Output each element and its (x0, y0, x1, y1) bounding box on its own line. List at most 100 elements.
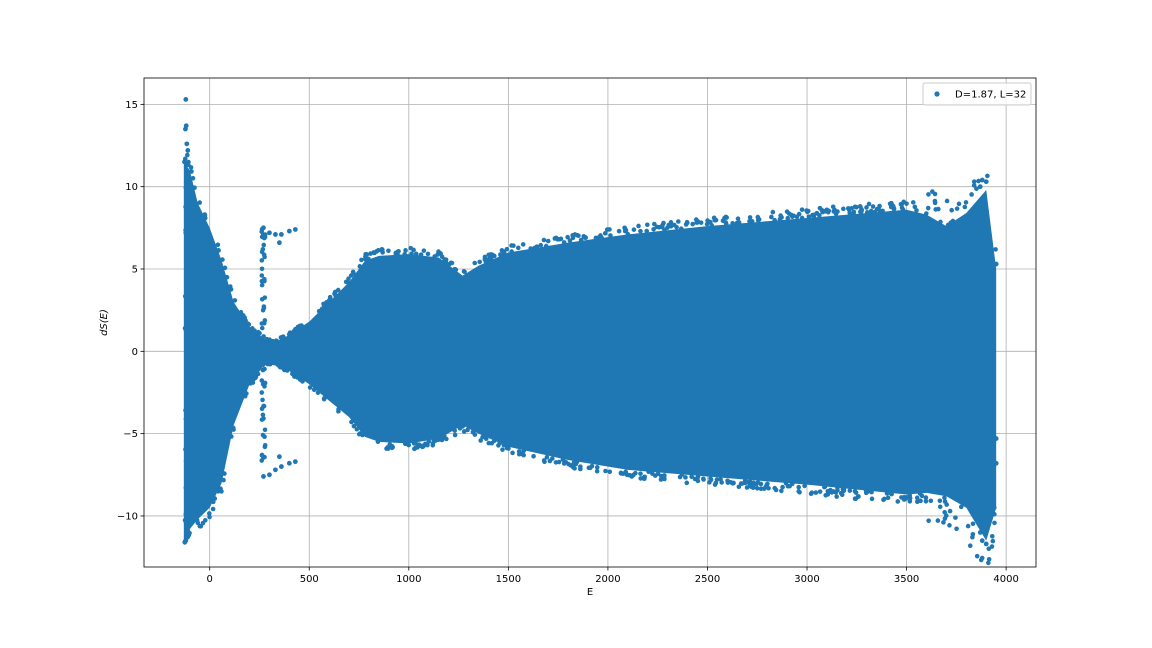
scatter-point (183, 416, 189, 422)
scatter-point (712, 217, 718, 223)
scatter-point (784, 209, 790, 214)
scatter-point (770, 209, 776, 215)
scatter-point (500, 447, 505, 452)
scatter-point (761, 486, 767, 491)
scatter-point (425, 251, 431, 257)
scatter-point (693, 217, 699, 222)
scatter-point (938, 219, 943, 225)
scatter-point (805, 208, 811, 214)
scatter-point (779, 488, 784, 494)
scatter-point (259, 266, 265, 272)
scatter-point (335, 287, 341, 293)
x-tick-label: 2000 (595, 574, 620, 585)
scatter-point (881, 497, 886, 503)
scatter-point (186, 347, 191, 352)
scatter-point (229, 434, 234, 439)
scatter-point (565, 234, 570, 240)
y-tick-label: −5 (123, 429, 138, 440)
scatter-point (259, 273, 265, 278)
scatter-point (689, 474, 694, 480)
scatter-point (945, 222, 951, 228)
scatter-point (261, 242, 267, 248)
scatter-point (183, 97, 189, 102)
scatter-point (755, 480, 761, 485)
scatter-point (817, 489, 823, 494)
scatter-point (461, 429, 467, 434)
scatter-point (864, 205, 869, 210)
scatter-point (993, 261, 999, 267)
data-layer (182, 97, 999, 566)
scatter-point (462, 269, 467, 275)
scatter-point (780, 484, 785, 490)
scatter-point (993, 436, 999, 441)
scatter-point (636, 223, 641, 229)
y-tick-label: 10 (125, 182, 138, 193)
scatter-point (232, 298, 238, 303)
scatter-point (765, 481, 770, 487)
scatter-point (869, 489, 874, 495)
scatter-point (799, 207, 805, 212)
scatter-point (185, 497, 190, 502)
scatter-point (240, 313, 246, 318)
scatter-point (963, 200, 969, 205)
scatter-point (986, 560, 991, 566)
scatter-point (545, 238, 551, 244)
scatter-point (993, 247, 998, 252)
scatter-dense-band (183, 161, 997, 541)
scatter-point (185, 220, 191, 226)
scatter-point (504, 445, 510, 451)
tick-layer: 0 500 1000 1500 2000 2500 3000 3500 4000 −10 −5 0 5 1… (117, 100, 1019, 585)
scatter-point (705, 218, 710, 223)
scatter-point (661, 220, 666, 226)
scatter-point (243, 318, 248, 323)
scatter-point (796, 484, 801, 490)
scatter-point (259, 378, 265, 383)
scatter-point (755, 214, 761, 220)
scatter-point (184, 141, 190, 147)
plot-frame (143, 77, 1037, 568)
scatter-point (483, 259, 489, 264)
scatter-point (188, 165, 194, 170)
scatter-point (261, 304, 267, 309)
scatter-point (375, 439, 381, 445)
scatter-point (829, 490, 835, 495)
scatter-point (923, 498, 929, 504)
scatter-point (351, 423, 357, 429)
scatter-point (607, 227, 612, 232)
scatter-point (701, 476, 706, 482)
scatter-point (184, 214, 189, 220)
x-tick-label: 500 (300, 574, 319, 585)
scatter-point (750, 484, 756, 490)
scatter-point (315, 390, 321, 395)
scatter-point (616, 228, 622, 234)
scatter-point (625, 472, 630, 478)
scatter-point (349, 419, 354, 425)
scatter-point (977, 184, 983, 190)
scatter-point (359, 257, 364, 263)
scatter-point (516, 245, 521, 251)
scatter-point (847, 211, 853, 217)
scatter-point (472, 260, 478, 266)
legend-marker (934, 91, 940, 97)
scatter-point (971, 179, 977, 184)
scatter-point (714, 477, 720, 482)
scatter-point (650, 471, 655, 476)
scatter-point (264, 336, 270, 342)
scatter-point (327, 294, 333, 300)
legend-box (922, 82, 1032, 106)
scatter-point (678, 226, 684, 232)
scatter-point (541, 458, 547, 463)
scatter-point (360, 432, 365, 438)
scatter-point (215, 242, 221, 248)
scatter-point (956, 201, 962, 207)
scatter-point (625, 231, 631, 237)
scatter-point (259, 278, 265, 284)
scatter-point (914, 208, 919, 213)
scatter-point (413, 445, 419, 451)
scatter-point (273, 232, 278, 237)
scatter-point (286, 332, 292, 337)
scatter-point (772, 217, 777, 223)
scatter-point (278, 232, 284, 237)
scatter-point (532, 245, 537, 251)
scatter-point (744, 485, 750, 490)
